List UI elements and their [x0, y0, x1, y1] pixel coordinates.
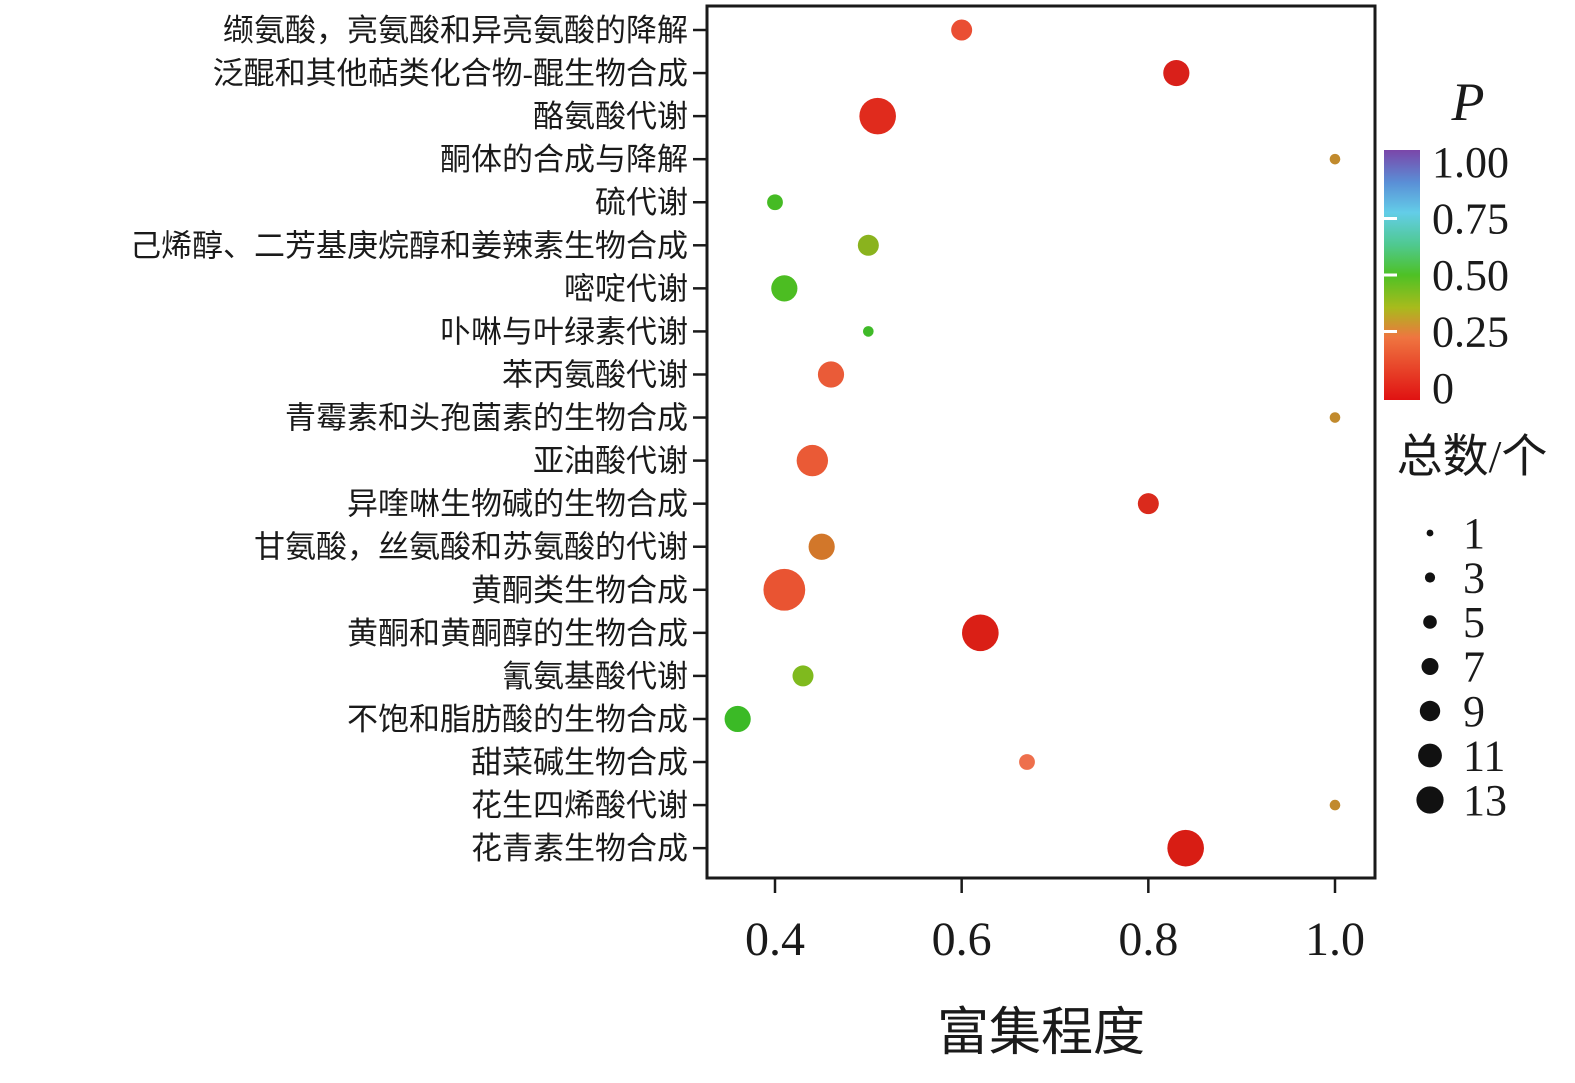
- x-tick-label: 1.0: [1305, 913, 1365, 966]
- y-axis-label: 卟啉与叶绿素代谢: [440, 314, 688, 349]
- y-axis-label: 甜菜碱生物合成: [471, 745, 688, 780]
- pathway-bubble: [951, 19, 973, 41]
- pathway-bubble: [817, 361, 845, 388]
- y-axis-label: 异喹啉生物碱的生物合成: [347, 487, 688, 522]
- plot-frame: [705, 4, 1377, 880]
- y-axis-label: 黄酮和黄酮醇的生物合成: [347, 616, 688, 651]
- y-axis-label: 青霉素和头孢菌素的生物合成: [285, 401, 688, 436]
- size-legend-dot: [1421, 658, 1439, 675]
- pathway-bubble: [1167, 829, 1204, 867]
- size-legend-dot: [1419, 700, 1441, 722]
- size-legend-title: 总数/个: [1397, 431, 1548, 482]
- y-axis-label: 花生四烯酸代谢: [471, 788, 688, 823]
- pathway-bubble: [962, 614, 999, 652]
- pathway-bubble: [863, 326, 874, 337]
- size-legend-label: 3: [1463, 554, 1485, 603]
- pathway-bubble: [1137, 493, 1159, 515]
- y-axis-label: 硫代谢: [595, 185, 688, 220]
- color-legend: 1.00 0.75 0.50 0.25 0: [1384, 138, 1509, 413]
- size-legend-dot: [1418, 743, 1442, 768]
- colorbar-tick-label: 0.50: [1432, 251, 1509, 300]
- y-axis-label: 甘氨酸，丝氨酸和苏氨酸的代谢: [254, 530, 688, 565]
- pathway-bubble: [1329, 412, 1341, 423]
- size-legend-label: 13: [1463, 776, 1507, 825]
- y-axis-label: 酮体的合成与降解: [440, 142, 688, 177]
- pathway-bubble: [859, 97, 896, 135]
- y-axis-label: 己烯醇、二芳基庚烷醇和姜辣素生物合成: [130, 228, 688, 263]
- pathway-bubble: [724, 705, 751, 733]
- pathway-bubble: [771, 275, 798, 302]
- y-axis-label: 酪氨酸代谢: [533, 99, 688, 134]
- size-legend-label: 9: [1463, 687, 1485, 736]
- y-axis-label: 氰氨基酸代谢: [502, 659, 688, 694]
- pathway-bubble: [1329, 799, 1341, 811]
- size-legend-dot: [1416, 786, 1444, 814]
- x-tick-label: 0.4: [745, 913, 805, 966]
- y-axis-label: 泛醌和其他萜类化合物-醌生物合成: [213, 56, 688, 91]
- y-axis-label: 嘧啶代谢: [564, 271, 688, 306]
- x-axis-title: 富集程度: [937, 1005, 1145, 1062]
- y-axis: 缬氨酸，亮氨酸和异亮氨酸的降解泛醌和其他萜类化合物-醌生物合成酪氨酸代谢酮体的合…: [130, 13, 707, 866]
- colorbar-tick-label: 0.25: [1432, 308, 1509, 357]
- color-legend-title: P: [1451, 72, 1485, 132]
- y-axis-label: 花青素生物合成: [471, 831, 688, 866]
- y-axis-label: 黄酮类生物合成: [471, 573, 688, 608]
- y-axis-label: 亚油酸代谢: [533, 444, 688, 479]
- size-legend-label: 11: [1463, 732, 1505, 781]
- size-legend-dot: [1423, 615, 1437, 629]
- y-axis-label: 苯丙氨酸代谢: [502, 357, 688, 392]
- pathway-bubble: [792, 665, 814, 687]
- colorbar-tick-label: 0.75: [1432, 195, 1509, 244]
- x-tick-label: 0.8: [1118, 913, 1178, 966]
- size-legend-dot: [1424, 572, 1436, 583]
- y-axis-label: 不饱和脂肪酸的生物合成: [347, 702, 688, 737]
- x-tick-label: 0.6: [932, 913, 992, 966]
- pathway-bubble: [763, 568, 806, 611]
- bubble-series: [724, 19, 1341, 867]
- size-legend-label: 7: [1463, 643, 1485, 692]
- colorbar-tick-label: 0: [1432, 364, 1454, 413]
- plot-border: [705, 4, 1377, 880]
- colorbar-tick-label: 1.00: [1432, 138, 1509, 187]
- size-legend-dot: [1426, 529, 1434, 537]
- pathway-bubble: [1019, 754, 1035, 770]
- size-legend-label: 1: [1463, 509, 1485, 558]
- pathway-bubble: [767, 194, 783, 211]
- pathway-bubble: [857, 234, 879, 256]
- y-axis-label: 缬氨酸，亮氨酸和异亮氨酸的降解: [223, 13, 688, 48]
- pathway-bubble: [1163, 59, 1190, 87]
- pathway-bubble: [796, 444, 829, 477]
- pathway-bubble: [808, 533, 835, 560]
- pathway-bubble: [1329, 153, 1341, 165]
- size-legend-label: 5: [1463, 598, 1485, 647]
- x-axis: 0.4 0.6 0.8 1.0: [745, 878, 1365, 966]
